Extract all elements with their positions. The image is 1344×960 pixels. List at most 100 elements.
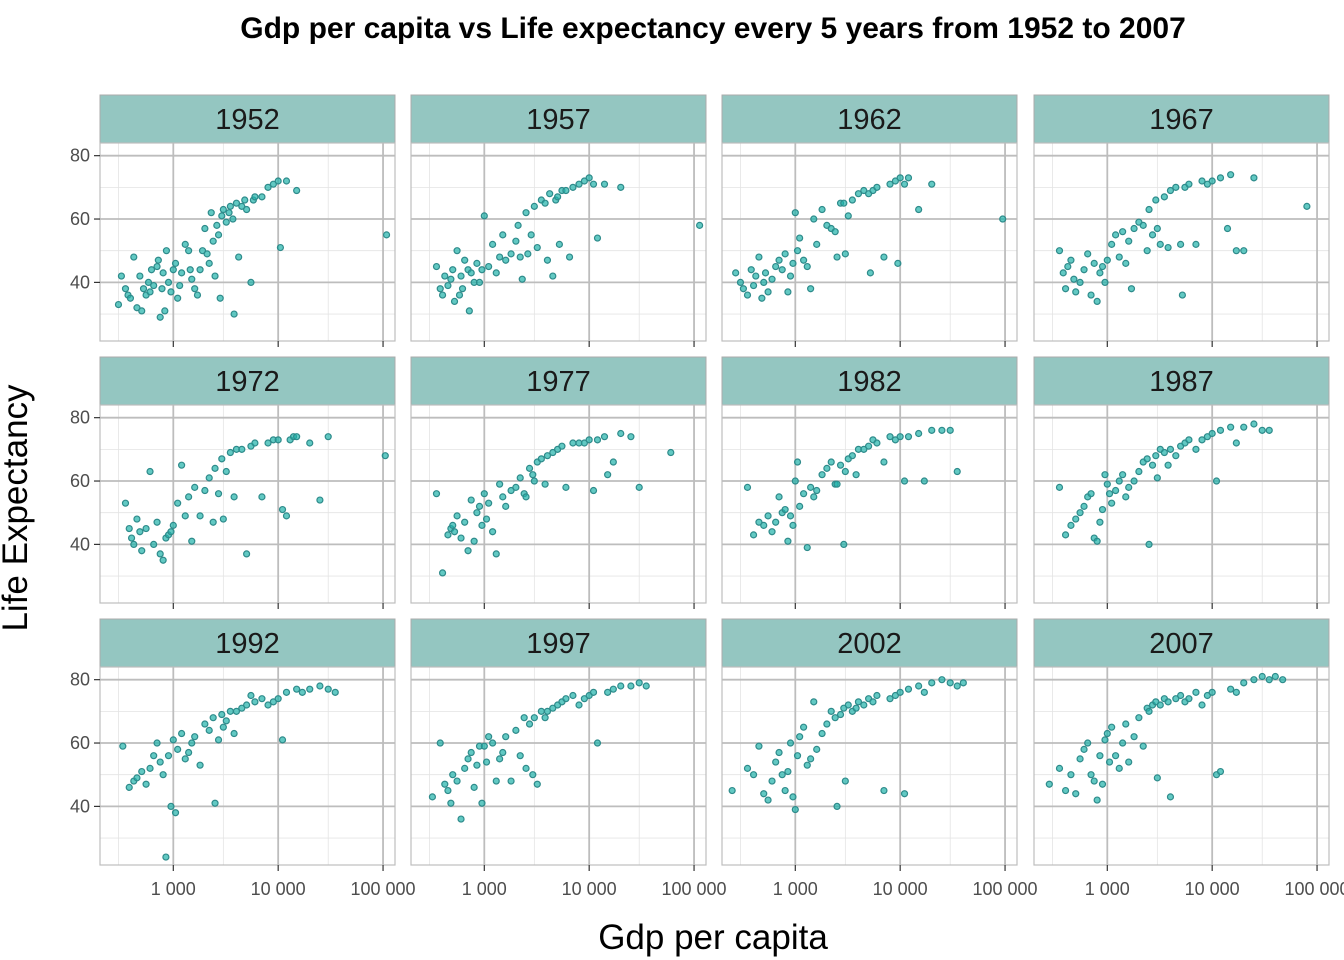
data-point bbox=[1227, 685, 1235, 693]
data-point bbox=[891, 436, 899, 444]
data-point bbox=[781, 786, 789, 795]
data-point bbox=[617, 183, 625, 191]
data-point bbox=[1227, 423, 1235, 431]
strip-label-1977: 1977 bbox=[526, 366, 591, 398]
strip-1982 bbox=[721, 356, 1018, 406]
data-point bbox=[928, 180, 936, 188]
data-point bbox=[541, 480, 549, 488]
data-point bbox=[860, 445, 868, 453]
data-point bbox=[593, 234, 602, 242]
strip-label-1987: 1987 bbox=[1149, 366, 1214, 398]
panel-1967: 1967 bbox=[1033, 94, 1330, 347]
strip-1952 bbox=[99, 94, 396, 144]
data-point bbox=[953, 467, 961, 476]
data-point bbox=[1059, 269, 1067, 277]
data-point bbox=[852, 704, 860, 712]
data-point bbox=[1192, 688, 1200, 696]
data-point bbox=[565, 253, 574, 261]
data-point bbox=[789, 259, 797, 267]
y-tick-label: 60 bbox=[70, 471, 90, 491]
data-point bbox=[201, 224, 209, 233]
data-point bbox=[836, 710, 845, 719]
data-point bbox=[749, 771, 758, 779]
data-point bbox=[1096, 518, 1104, 526]
data-point bbox=[119, 742, 127, 750]
panel-2002: 2002 1 000 10 000 100 000 bbox=[721, 618, 1038, 899]
data-point bbox=[1240, 679, 1248, 687]
data-point bbox=[1153, 224, 1161, 233]
data-point bbox=[1067, 256, 1075, 264]
data-point bbox=[478, 266, 486, 274]
data-point bbox=[1045, 780, 1053, 788]
data-point bbox=[854, 698, 863, 706]
data-point bbox=[216, 294, 224, 302]
data-point bbox=[827, 707, 835, 715]
data-point bbox=[1072, 790, 1080, 798]
data-point bbox=[764, 796, 772, 804]
data-point bbox=[181, 240, 189, 248]
data-point bbox=[537, 455, 545, 463]
data-point bbox=[136, 272, 144, 280]
panel-border bbox=[1033, 142, 1330, 342]
data-point bbox=[886, 433, 894, 441]
data-point bbox=[1265, 676, 1273, 684]
data-point bbox=[144, 278, 153, 286]
data-point bbox=[230, 310, 238, 318]
data-point bbox=[241, 196, 249, 204]
data-point bbox=[1101, 471, 1109, 479]
data-point bbox=[786, 739, 795, 747]
data-point bbox=[580, 695, 588, 703]
data-point bbox=[1122, 259, 1130, 267]
data-point bbox=[1172, 452, 1180, 460]
panel-1952: 1952 40 60 80 bbox=[70, 94, 396, 347]
data-point bbox=[492, 550, 500, 558]
data-point bbox=[760, 790, 768, 798]
data-point bbox=[873, 183, 881, 191]
panel-2007: 2007 1 000 10 000 100 000 bbox=[1033, 618, 1344, 899]
data-point bbox=[164, 752, 173, 760]
data-point bbox=[530, 714, 538, 722]
data-point bbox=[1105, 758, 1114, 766]
data-point bbox=[1096, 752, 1104, 760]
data-point bbox=[818, 729, 826, 738]
data-point bbox=[589, 688, 598, 696]
strip-2002 bbox=[721, 618, 1018, 668]
data-point bbox=[1103, 729, 1111, 738]
data-point bbox=[1098, 780, 1107, 788]
data-point bbox=[562, 695, 570, 703]
data-point bbox=[768, 528, 776, 536]
data-point bbox=[800, 490, 808, 498]
x-tick-label: 10 000 bbox=[1185, 879, 1240, 899]
data-point bbox=[600, 433, 609, 441]
data-point bbox=[507, 250, 515, 258]
data-point bbox=[768, 777, 776, 785]
x-tick-label: 10 000 bbox=[562, 879, 617, 899]
data-point bbox=[886, 180, 894, 188]
data-point bbox=[1172, 695, 1180, 703]
data-point bbox=[1139, 221, 1147, 229]
data-point bbox=[784, 537, 792, 545]
data-point bbox=[1250, 420, 1258, 428]
data-point bbox=[436, 739, 444, 747]
data-point bbox=[162, 853, 170, 861]
strip-1957 bbox=[410, 94, 707, 144]
data-point bbox=[1061, 285, 1070, 293]
data-point bbox=[211, 272, 219, 280]
data-point bbox=[153, 262, 161, 271]
data-point bbox=[900, 477, 909, 485]
data-point bbox=[1160, 448, 1168, 457]
data-point bbox=[784, 767, 792, 776]
data-point bbox=[133, 304, 141, 312]
data-point bbox=[1076, 509, 1084, 517]
data-point bbox=[502, 502, 510, 510]
data-point bbox=[1203, 180, 1211, 188]
data-point bbox=[1164, 698, 1172, 706]
data-point bbox=[764, 288, 772, 296]
data-point bbox=[496, 755, 504, 763]
data-point bbox=[507, 777, 515, 785]
data-point bbox=[1103, 256, 1111, 264]
data-point bbox=[475, 278, 484, 286]
data-point bbox=[274, 695, 282, 703]
data-point bbox=[264, 183, 272, 191]
